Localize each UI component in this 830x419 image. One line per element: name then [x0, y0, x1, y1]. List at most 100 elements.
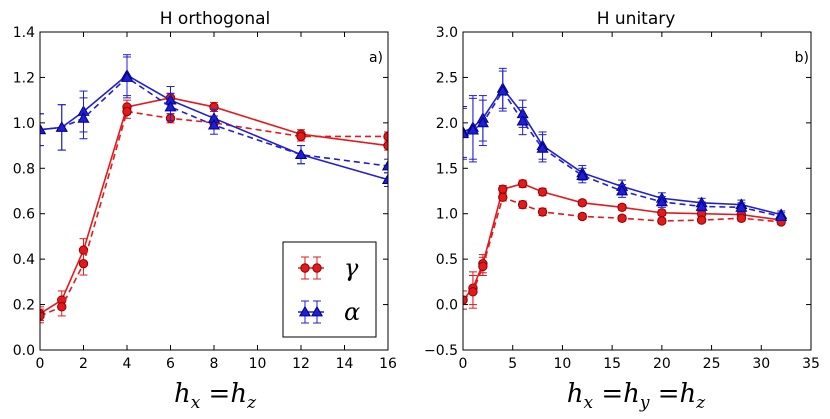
x-tick-label: 0	[459, 356, 468, 372]
legend-gamma-marker	[298, 256, 324, 280]
panel-b-label: b)	[795, 50, 809, 66]
plot-data	[463, 67, 788, 310]
data-point-gamma_solid	[657, 208, 667, 218]
panel-a-title: H orthogonal	[160, 9, 271, 29]
plot-frame	[39, 31, 389, 351]
y-tick-label: 1.0	[436, 207, 458, 223]
plot-data	[40, 54, 388, 324]
series-line-gamma_dashed	[463, 196, 782, 301]
data-point-gamma_dashed	[517, 199, 528, 210]
data-point-alpha_dashed	[735, 201, 748, 212]
data-point-gamma_dashed	[696, 215, 707, 225]
xlabel-b-var3: h	[680, 379, 697, 409]
y-tick-label: 0.8	[13, 161, 35, 177]
series-line-alpha_dashed	[40, 76, 388, 167]
xlabel-b-eq1: =	[593, 379, 623, 409]
x-tick-label: 4	[123, 356, 132, 372]
legend-frame	[282, 241, 377, 338]
series-line-gamma_solid	[463, 182, 782, 301]
y-tick-label: 1.5	[436, 161, 458, 177]
data-point-gamma_solid	[617, 202, 627, 213]
data-point-alpha_dashed	[207, 118, 221, 130]
y-tick-label: 0.0	[436, 298, 458, 314]
y-tick-label: 1.4	[13, 25, 35, 41]
xlabel-a-eq: =	[200, 379, 230, 409]
legend-marker-gamma	[312, 263, 322, 273]
series-line-alpha_solid	[40, 74, 388, 181]
series-line-gamma_dashed	[40, 110, 388, 317]
data-point-alpha_dashed	[695, 200, 708, 211]
xlabel-a-var2: h	[230, 379, 247, 409]
xlabel-a-sub2: z	[246, 393, 257, 413]
y-tick-label: 1.2	[13, 70, 35, 86]
x-tick-label: 10	[554, 356, 572, 372]
data-point-alpha_dashed	[576, 169, 589, 180]
data-point-gamma_dashed	[577, 211, 588, 222]
y-tick-label: 0.0	[13, 343, 35, 359]
xlabel-b-var1: h	[567, 379, 584, 409]
data-point-alpha_dashed	[775, 210, 788, 221]
data-point-alpha_dashed	[466, 123, 480, 135]
data-point-alpha_dashed	[463, 127, 470, 139]
series-line-gamma_solid	[40, 97, 388, 315]
x-tick-label: 12	[292, 356, 310, 372]
x-tick-label: 14	[336, 356, 354, 372]
xlabel-b-sub2: y	[639, 393, 650, 413]
data-point-gamma_dashed	[736, 213, 747, 223]
data-point-gamma_dashed	[498, 192, 508, 203]
data-point-alpha_dashed	[164, 100, 177, 112]
plot-frame	[462, 31, 812, 351]
x-tick-label: 30	[752, 356, 770, 372]
legend-alpha-label: α	[344, 298, 360, 326]
data-point-gamma_dashed	[463, 295, 468, 305]
data-point-gamma_solid	[537, 187, 548, 197]
x-tick-label: 6	[166, 356, 175, 372]
data-point-alpha_dashed	[40, 123, 47, 135]
xlabel-b-var2: h	[623, 379, 640, 409]
x-tick-label: 10	[249, 356, 267, 372]
panel-a-label: a)	[369, 50, 383, 66]
data-point-alpha_dashed	[536, 142, 549, 153]
data-point-gamma_solid	[498, 184, 508, 194]
xlabel-a-sub1: x	[191, 393, 201, 413]
data-point-alpha_dashed	[516, 114, 529, 126]
y-tick-label: 0.2	[13, 298, 35, 314]
y-tick-label: 0.5	[436, 252, 458, 268]
data-point-gamma_dashed	[468, 287, 478, 297]
data-point-alpha_dashed	[77, 112, 90, 123]
x-tick-label: 15	[603, 356, 621, 372]
y-tick-label: 3.0	[436, 25, 458, 41]
x-tick-label: 0	[36, 356, 45, 372]
xlabel-b-eq2: =	[649, 379, 679, 409]
legend-gamma-label: γ	[344, 254, 359, 282]
panel-b-xlabel: hx =hy =hz	[567, 379, 707, 413]
legend-marker-gamma	[300, 263, 310, 273]
data-point-gamma_dashed	[657, 216, 667, 226]
data-point-alpha_dashed	[381, 159, 388, 171]
legend-alpha-marker	[298, 300, 324, 324]
data-point-alpha_dashed	[655, 195, 668, 207]
data-point-alpha_dashed	[616, 184, 629, 196]
y-tick-label: 1.0	[13, 116, 35, 132]
data-point-gamma_dashed	[296, 131, 306, 142]
data-point-gamma_dashed	[617, 213, 627, 223]
y-tick-label: 2.0	[436, 116, 458, 132]
x-tick-label: 16	[379, 356, 397, 372]
y-tick-label: 0.4	[13, 252, 35, 268]
data-point-alpha_solid	[381, 173, 388, 185]
data-point-gamma_solid	[517, 179, 528, 189]
legend-marker-alpha	[298, 305, 312, 317]
data-point-alpha_dashed	[55, 121, 68, 132]
data-point-alpha_dashed	[496, 84, 509, 96]
y-tick-label: −0.5	[424, 343, 458, 359]
data-point-alpha_dashed	[120, 71, 134, 82]
panel-a-xlabel: hx =hz	[174, 379, 257, 413]
legend: γ α	[282, 241, 377, 338]
data-point-alpha_dashed	[476, 116, 489, 128]
x-tick-label: 2	[79, 356, 88, 372]
xlabel-b-sub1: x	[583, 393, 593, 413]
x-tick-label: 8	[210, 356, 219, 372]
xlabel-b-sub3: z	[695, 393, 706, 413]
xlabel-a-var1: h	[174, 379, 191, 409]
